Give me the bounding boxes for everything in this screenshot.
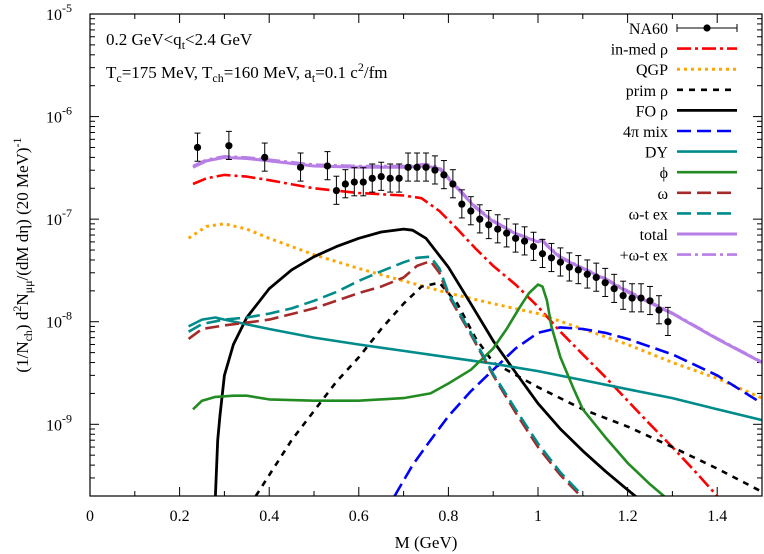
data-point xyxy=(359,178,367,186)
data-point xyxy=(503,229,511,237)
legend: NA60 in-med ρ QGP prim ρ FO ρ 4π mix DY ϕω ω-t e… xyxy=(611,21,738,265)
series-line-qgp xyxy=(187,222,762,400)
series-line-dy xyxy=(188,316,762,422)
data-point xyxy=(628,294,636,302)
x-tick-label: 1.4 xyxy=(707,508,727,525)
data-point xyxy=(511,234,520,242)
data-point xyxy=(350,178,358,186)
data-point xyxy=(413,163,421,171)
y-tick-label: 10-6 xyxy=(46,104,72,127)
data-point xyxy=(520,237,529,245)
data-point xyxy=(583,270,591,278)
legend-label: QGP xyxy=(636,62,668,79)
data-point xyxy=(422,163,430,171)
data-point xyxy=(655,306,663,314)
y-axis-label: (1/Nch) d2Nμμ/(dM dη) (20 MeV)-1 xyxy=(10,137,35,372)
x-tick-label: 0.2 xyxy=(170,508,190,525)
series-line-4-mix xyxy=(393,326,762,496)
data-point xyxy=(386,174,394,182)
legend-label: ϕ xyxy=(660,165,668,182)
data-point xyxy=(368,174,376,182)
y-tick-label: 10-5 xyxy=(46,1,72,24)
data-point xyxy=(476,215,484,223)
y-tick-label: 10-7 xyxy=(46,206,72,229)
series-line-prim- xyxy=(254,281,762,496)
data-point xyxy=(377,172,385,181)
plot-frame xyxy=(89,13,763,497)
plot-area xyxy=(187,155,762,496)
data-point xyxy=(440,171,448,179)
data-point xyxy=(547,254,556,262)
annotation-line-1: 0.2 GeV<qt<2.4 GeV xyxy=(106,30,253,52)
legend-label: ω-t ex xyxy=(629,206,668,223)
data-point xyxy=(395,174,403,182)
data-point xyxy=(637,294,645,302)
data-point xyxy=(225,142,233,150)
na60-data-points xyxy=(193,130,672,337)
data-point xyxy=(332,186,340,195)
data-point xyxy=(296,163,305,171)
data-point xyxy=(323,162,332,170)
data-point xyxy=(574,266,582,274)
legend-label: DY xyxy=(645,145,669,162)
y-tick-labels: 10-9 10-8 10-7 10-6 10-5 xyxy=(46,1,72,434)
data-point xyxy=(529,243,538,251)
legend-label: +ω-t ex xyxy=(620,248,668,265)
x-tick-label: 1.2 xyxy=(618,508,638,525)
data-point xyxy=(494,225,502,233)
series-line--t-ex xyxy=(192,155,762,364)
data-point xyxy=(556,258,565,266)
data-point xyxy=(485,221,493,229)
legend-label: in-med ρ xyxy=(611,42,668,59)
data-point xyxy=(193,143,202,152)
legend-label: total xyxy=(640,227,669,244)
data-point xyxy=(449,180,457,188)
data-point xyxy=(538,250,547,258)
data-point xyxy=(601,279,609,287)
series-line--t-ex xyxy=(187,255,585,496)
legend-label: prim ρ xyxy=(626,83,668,100)
series-line-- xyxy=(192,283,666,496)
series-line-- xyxy=(187,259,583,496)
x-axis-label: M (GeV) xyxy=(395,533,458,552)
data-point xyxy=(664,318,672,326)
data-point xyxy=(592,273,600,282)
x-tick-label: 1 xyxy=(534,508,542,525)
x-tick-labels: 0 0.2 0.4 0.6 0.8 1 1.2 1.4 xyxy=(86,508,727,525)
data-point xyxy=(646,297,654,305)
data-point xyxy=(610,285,618,293)
legend-label: ω xyxy=(657,186,668,203)
legend-label: 4π mix xyxy=(623,124,668,141)
series-line-fo- xyxy=(214,227,638,496)
data-point xyxy=(619,291,627,300)
data-point xyxy=(467,207,475,215)
x-tick-label: 0.6 xyxy=(349,508,369,525)
legend-marker xyxy=(703,24,711,32)
data-point xyxy=(261,153,269,161)
data-point xyxy=(404,163,412,171)
x-tick-label: 0.8 xyxy=(438,508,458,525)
legend-label: FO ρ xyxy=(636,103,668,120)
data-point xyxy=(431,166,439,174)
series-line-in-med- xyxy=(192,173,719,496)
legend-label: NA60 xyxy=(629,21,668,38)
x-tick-label: 0.4 xyxy=(259,508,279,525)
x-tick-label: 0 xyxy=(86,508,94,525)
data-point xyxy=(458,200,466,208)
y-tick-label: 10-9 xyxy=(46,411,72,434)
data-point xyxy=(565,263,573,271)
y-tick-label: 10-8 xyxy=(46,309,72,332)
data-point xyxy=(341,180,349,188)
annotation-line-2: Tc=175 MeV, Tch=160 MeV, at=0.1 c2/fm xyxy=(106,60,387,85)
